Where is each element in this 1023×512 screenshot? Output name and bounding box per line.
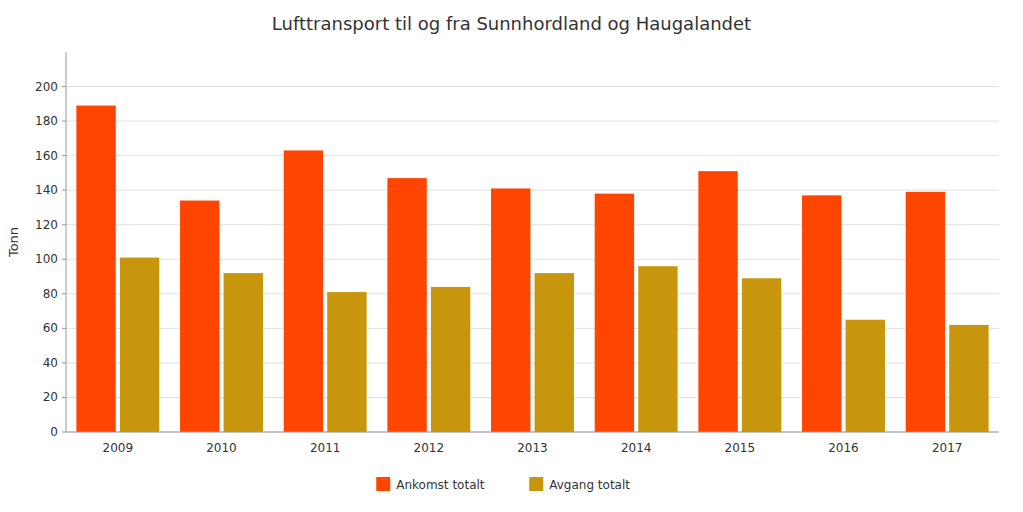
y-tick-label: 200 xyxy=(35,80,58,94)
grid-line xyxy=(66,190,999,191)
y-tick xyxy=(62,86,66,87)
y-tick-label: 20 xyxy=(43,390,58,404)
bar xyxy=(387,178,426,432)
y-tick-label: 60 xyxy=(43,321,58,335)
bar xyxy=(742,278,781,432)
bar xyxy=(327,292,366,432)
legend-swatch xyxy=(376,477,390,491)
bar xyxy=(802,195,841,432)
bar xyxy=(698,171,737,432)
y-axis-label: Tonn xyxy=(6,227,21,258)
y-tick xyxy=(62,328,66,329)
x-tick-label: 2016 xyxy=(828,441,859,455)
bar xyxy=(949,325,988,432)
grid-line xyxy=(66,86,999,87)
bar xyxy=(120,258,159,432)
y-tick-label: 120 xyxy=(35,218,58,232)
y-tick xyxy=(62,397,66,398)
bar xyxy=(491,188,530,432)
bar xyxy=(431,287,470,432)
y-tick-label: 80 xyxy=(43,287,58,301)
y-tick xyxy=(62,362,66,363)
bar xyxy=(846,320,885,432)
x-tick-label: 2013 xyxy=(517,441,548,455)
y-tick xyxy=(62,259,66,260)
x-axis-line xyxy=(66,432,999,433)
y-tick xyxy=(62,155,66,156)
grid-line xyxy=(66,121,999,122)
x-tick-label: 2015 xyxy=(725,441,756,455)
y-tick-label: 160 xyxy=(35,149,58,163)
bars xyxy=(76,106,988,432)
y-tick xyxy=(62,190,66,191)
legend-label: Ankomst totalt xyxy=(396,478,485,492)
y-tick-label: 140 xyxy=(35,183,58,197)
bar xyxy=(638,266,677,432)
y-tick xyxy=(62,224,66,225)
y-tick-label: 100 xyxy=(35,252,58,266)
bar xyxy=(906,192,945,432)
y-tick xyxy=(62,432,66,433)
legend-swatch xyxy=(529,477,543,491)
y-tick-label: 0 xyxy=(50,425,58,439)
legend: Ankomst totalt Avgang totalt xyxy=(376,477,630,492)
y-tick xyxy=(62,293,66,294)
grid-line xyxy=(66,432,999,433)
legend-label: Avgang totalt xyxy=(549,478,630,492)
bar xyxy=(284,150,323,432)
y-tick-label: 40 xyxy=(43,356,58,370)
x-tick-label: 2010 xyxy=(206,441,237,455)
page: {"chart_data": {"type": "bar", "title": … xyxy=(0,0,1023,512)
bar xyxy=(180,201,219,432)
x-tick-label: 2012 xyxy=(414,441,445,455)
title: Lufttransport til og fra Sunnhordland og… xyxy=(272,13,751,34)
bar xyxy=(224,273,263,432)
x-tick-label: 2014 xyxy=(621,441,652,455)
x-tick-label: 2011 xyxy=(310,441,341,455)
grid-line xyxy=(66,155,999,156)
x-tick-label: 2009 xyxy=(103,441,134,455)
y-tick xyxy=(62,121,66,122)
grid xyxy=(66,87,999,432)
chart-svg: Lufttransport til og fra Sunnhordland og… xyxy=(0,0,1023,512)
chart-container: Lufttransport til og fra Sunnhordland og… xyxy=(0,0,1023,512)
x-tick-label: 2017 xyxy=(932,441,963,455)
y-axis-line xyxy=(66,52,67,432)
bar xyxy=(76,106,115,432)
bar xyxy=(595,194,634,432)
bar xyxy=(535,273,574,432)
y-tick-label: 180 xyxy=(35,114,58,128)
